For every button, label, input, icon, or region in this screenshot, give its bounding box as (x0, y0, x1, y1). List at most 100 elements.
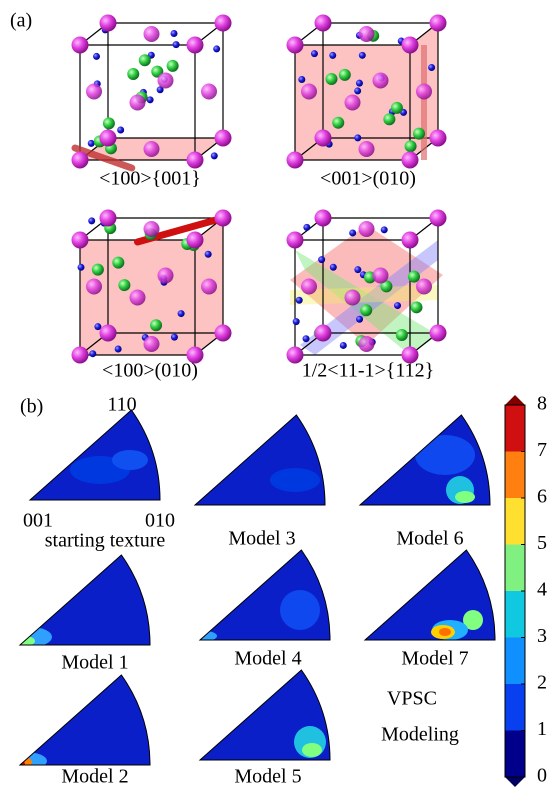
atom (100, 325, 117, 342)
atom (391, 102, 403, 114)
crystal-cell (72, 15, 232, 169)
atom (213, 45, 220, 52)
atom (215, 130, 232, 147)
atom (394, 302, 401, 309)
contour (270, 468, 320, 492)
crystal-cell (287, 15, 447, 169)
contours (294, 726, 326, 758)
atom (144, 221, 160, 237)
panel-label: (b) (20, 396, 43, 418)
atom (287, 152, 304, 169)
atom (354, 87, 361, 94)
contour (302, 743, 322, 757)
atom (408, 271, 420, 283)
annotation: VPSC (387, 688, 437, 710)
atom (402, 152, 419, 169)
atom (413, 128, 425, 140)
atom (100, 210, 117, 227)
atom (383, 113, 395, 125)
colorbar-tick-label: 5 (537, 532, 547, 554)
atom (167, 60, 179, 72)
atom (86, 279, 102, 295)
pole-figure (360, 415, 490, 505)
atom (187, 232, 204, 249)
atom (88, 140, 95, 147)
atom (359, 52, 366, 59)
colorbar-arrow (505, 395, 525, 405)
atom (359, 141, 375, 157)
atom (356, 316, 363, 323)
atom (144, 141, 160, 157)
colorbar-tick-label: 4 (537, 579, 547, 601)
colorbar-segment (505, 731, 525, 778)
atom (144, 26, 160, 42)
colorbar-tick-label: 2 (537, 672, 547, 694)
atom (150, 319, 162, 331)
atom (100, 15, 117, 32)
atom (430, 15, 447, 32)
atom (360, 304, 372, 316)
atom (130, 95, 146, 111)
atom (100, 130, 117, 147)
pole-figure-title: Model 1 (61, 652, 128, 674)
atom (205, 251, 212, 258)
contour (280, 590, 320, 630)
atom (428, 64, 435, 71)
caption: <001>(010) (320, 168, 416, 190)
atom (340, 342, 347, 349)
atom (92, 264, 104, 276)
atom (354, 134, 361, 141)
atom (354, 266, 361, 273)
atom (158, 73, 174, 89)
contour (455, 491, 475, 503)
atom (381, 226, 388, 233)
atom (187, 152, 204, 169)
atom (287, 37, 304, 54)
pole-figure-title: Model 5 (234, 766, 301, 788)
atom (187, 37, 204, 54)
pole-figure (200, 670, 330, 760)
atom (117, 127, 124, 134)
atom (373, 268, 389, 284)
atom (78, 264, 85, 271)
annotation: Modeling (381, 724, 459, 746)
pole-figure (193, 550, 330, 641)
axis-label: 110 (107, 394, 136, 416)
atom (72, 232, 89, 249)
atom (430, 130, 447, 147)
atom (298, 76, 305, 83)
atom (171, 334, 178, 341)
atom (345, 290, 361, 306)
atom (359, 26, 375, 42)
atom (215, 325, 232, 342)
atom (215, 15, 232, 32)
pole-figure-title: starting texture (45, 530, 166, 552)
atom (430, 210, 447, 227)
atom (339, 69, 351, 81)
pole-figure-title: Model 3 (228, 528, 295, 550)
atom (416, 279, 432, 295)
atom (301, 279, 317, 295)
pole-figure-title: Model 4 (234, 648, 301, 670)
atom (293, 318, 300, 325)
atom (373, 73, 389, 89)
axis-label: 010 (145, 510, 175, 532)
pole-figure (195, 415, 325, 505)
atom (410, 301, 422, 313)
atom (201, 279, 217, 295)
atom (139, 54, 151, 66)
colorbar-tick-label: 7 (537, 439, 547, 461)
caption: 1/2<11-1>{112} (302, 360, 435, 382)
atom (349, 229, 356, 236)
contour (112, 450, 148, 470)
atom (130, 290, 146, 306)
pole-figure (365, 550, 495, 640)
atom (127, 68, 139, 80)
colorbar-segment (505, 452, 525, 499)
atom (88, 217, 95, 224)
atom (356, 80, 363, 87)
atom (330, 264, 337, 271)
pole-figure (30, 410, 160, 500)
atom (144, 336, 160, 352)
atom (158, 268, 174, 284)
